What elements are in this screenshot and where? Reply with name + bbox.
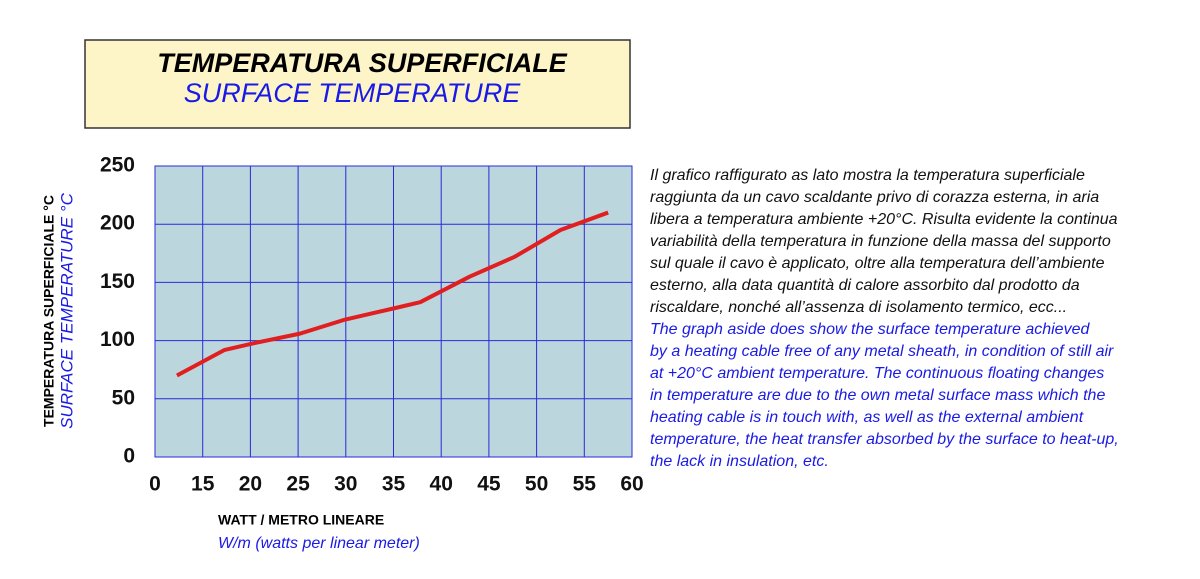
x-tick-label: 0: [149, 473, 161, 496]
y-tick-label: 0: [123, 445, 135, 468]
plot-border: [154, 165, 633, 458]
x-tick-label: 40: [430, 473, 453, 496]
x-tick-label: 15: [191, 473, 215, 496]
data-line: [175, 210, 609, 378]
description-line: raggiunta da un cavo scaldante privo di …: [650, 189, 1099, 206]
description-line: variabilità della temperatura in funzion…: [650, 233, 1111, 250]
chart-subtitle: SURFACE TEMPERATURE: [184, 78, 522, 108]
y-tick-label: 250: [100, 154, 135, 177]
description-line: Il grafico raffigurato as lato mostra la…: [650, 167, 1085, 184]
x-tick-label: 60: [620, 473, 643, 496]
y-tick-label: 150: [100, 270, 135, 293]
x-tick-label: 35: [382, 473, 406, 496]
chart-title: TEMPERATURA SUPERFICIALE: [157, 48, 568, 78]
x-axis-label: WATT / METRO LINEARE: [218, 512, 384, 528]
y-axis-label: TEMPERATURA SUPERFICIALE °C: [41, 195, 57, 427]
description-line: libera a temperatura ambiente +20°C. Ris…: [650, 211, 1118, 228]
x-axis-label-en: W/m (watts per linear meter): [218, 535, 420, 552]
description-line: sul quale il cavo è applicato, oltre all…: [650, 255, 1105, 272]
description-line-en: temperature, the heat transfer absorbed …: [650, 431, 1119, 448]
y-axis-label-en: SURFACE TEMPERATURE °C: [57, 192, 76, 428]
x-tick-label: 50: [525, 473, 548, 496]
description-line-en: The graph aside does show the surface te…: [650, 321, 1090, 338]
y-tick-label: 100: [100, 328, 135, 351]
x-tick-label: 25: [286, 473, 310, 496]
y-tick-label: 200: [100, 212, 135, 235]
description-line-en: at +20°C ambient temperature. The contin…: [650, 365, 1104, 382]
x-tick-label: 30: [334, 473, 357, 496]
description-line: esterno, alla data quantità di calore as…: [650, 277, 1080, 294]
x-tick-label: 55: [573, 473, 597, 496]
y-tick-label: 50: [112, 386, 135, 409]
description-line: riscaldare, nonché all’assenza di isolam…: [650, 299, 1067, 316]
description-line-en: in temperature are due to the own metal …: [650, 387, 1105, 404]
x-tick-label: 45: [477, 473, 501, 496]
x-tick-label: 20: [239, 473, 262, 496]
description-line-en: the lack in insulation, etc.: [650, 453, 829, 470]
title-box: [84, 39, 631, 129]
description-line-en: by a heating cable free of any metal she…: [650, 343, 1114, 360]
description-line-en: heating cable is in touch with, as well …: [650, 409, 1084, 426]
